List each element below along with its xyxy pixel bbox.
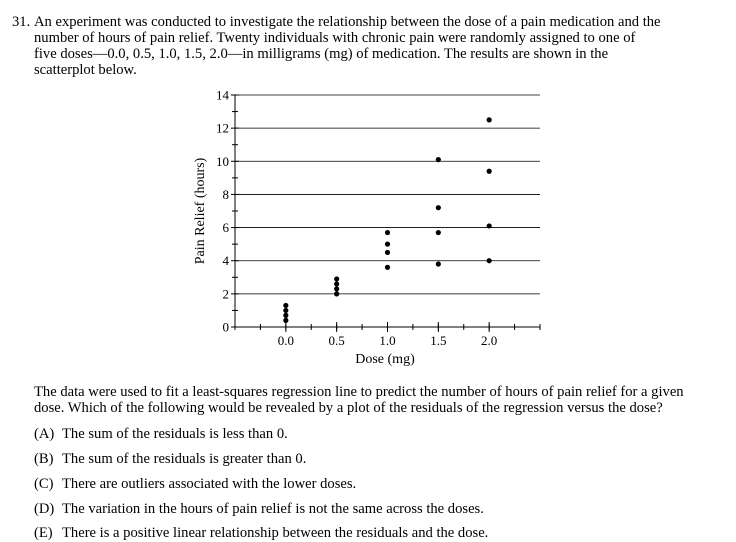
- choice-letter: (A): [34, 426, 55, 442]
- y-tick-label: 6: [223, 220, 230, 235]
- y-tick-label: 14: [216, 88, 230, 103]
- stem-line: scatterplot below.: [34, 62, 137, 78]
- choice-text: There is a positive linear relationship …: [62, 525, 489, 541]
- stem-line: five doses—0.0, 0.5, 1.0, 1.5, 2.0—in mi…: [34, 46, 609, 62]
- data-point: [283, 307, 289, 314]
- choice-text: The sum of the residuals is less than 0.: [62, 426, 288, 442]
- follow-up-question: The data were used to fit a least-square…: [34, 384, 724, 416]
- y-axis-label: Pain Relief (hours): [193, 157, 208, 264]
- question-stem: An experiment was conducted to investiga…: [34, 14, 714, 78]
- data-point: [283, 317, 289, 323]
- data-point: [384, 249, 391, 256]
- choice-e[interactable]: (E) There is a positive linear relationsh…: [34, 525, 488, 542]
- y-tick-label: 0: [223, 320, 230, 335]
- y-tick-label: 8: [223, 187, 230, 202]
- y-tick-label: 2: [223, 286, 230, 301]
- data-point: [486, 223, 492, 229]
- data-point: [486, 258, 492, 264]
- data-point: [283, 302, 289, 309]
- data-point: [435, 205, 441, 211]
- stem-line: number of hours of pain relief. Twenty i…: [34, 30, 636, 46]
- y-tick-label: 4: [223, 253, 230, 268]
- scatterplot: 0 2 4 6 8 10 12 14 0.0 0.5 1.0 1.5 2.0 Dose (mg) Pa…: [193, 88, 541, 367]
- followup-line: The data were used to fit a least-square…: [34, 384, 684, 400]
- data-point: [384, 264, 391, 270]
- x-tick-label: 0.5: [329, 333, 345, 348]
- data-point: [384, 241, 391, 247]
- followup-line: dose. Which of the following would be re…: [34, 400, 663, 416]
- data-point: [435, 261, 441, 267]
- choice-letter: (E): [34, 525, 53, 541]
- x-ticks: 0.0 0.5 1.0 1.5 2.0: [234, 322, 541, 348]
- question-number: 31.: [12, 14, 31, 30]
- y-ticks: 0 2 4 6 8 10 12 14: [216, 88, 239, 335]
- data-point: [435, 157, 441, 163]
- data-point: [384, 229, 391, 236]
- y-tick-label: 12: [216, 121, 229, 136]
- data-points: [283, 117, 492, 323]
- choice-c[interactable]: (C) There are outliers associated with th…: [34, 476, 356, 493]
- choice-letter: (B): [34, 451, 54, 467]
- data-point: [486, 117, 492, 123]
- choice-letter: (D): [34, 501, 55, 517]
- x-axis-label: Dose (mg): [355, 352, 415, 367]
- stem-line: An experiment was conducted to investiga…: [34, 14, 661, 30]
- grid-lines: [235, 94, 540, 295]
- choice-letter: (C): [34, 476, 54, 492]
- data-point: [334, 281, 340, 287]
- data-point: [435, 229, 441, 236]
- data-point: [334, 286, 340, 292]
- x-tick-label: 1.0: [379, 333, 395, 348]
- x-tick-label: 0.0: [278, 333, 294, 348]
- choice-text: The sum of the residuals is greater than…: [62, 451, 307, 467]
- choice-text: There are outliers associated with the l…: [62, 476, 357, 492]
- choice-b[interactable]: (B) The sum of the residuals is greater t…: [34, 451, 306, 468]
- data-point: [334, 276, 340, 282]
- x-tick-label: 2.0: [481, 333, 497, 348]
- data-point: [486, 168, 492, 174]
- x-tick-label: 1.5: [430, 333, 446, 348]
- data-point: [334, 291, 340, 297]
- data-point: [283, 312, 289, 318]
- choice-text: The variation in the hours of pain relie…: [62, 501, 484, 517]
- choice-a[interactable]: (A) The sum of the residuals is less than…: [34, 426, 288, 443]
- choice-d[interactable]: (D) The variation in the hours of pain re…: [34, 501, 484, 518]
- y-tick-label: 10: [216, 154, 229, 169]
